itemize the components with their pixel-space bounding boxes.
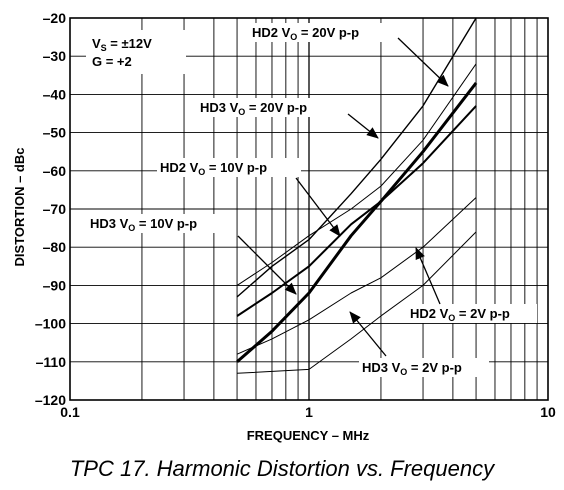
series-label-background [249,23,383,42]
series-label-background [197,98,341,117]
y-tick-label: –20 [43,10,67,26]
series-label-background [407,304,537,323]
series-line-4 [236,105,477,317]
y-tick-label: –100 [35,316,66,332]
y-tick-label: –40 [43,86,67,102]
plot-frame [69,17,549,401]
series-label-arrow [295,177,341,237]
series-label-1: HD2 VO = 20V p-p [252,25,359,42]
grid [70,18,548,400]
y-tick-label: –60 [43,163,67,179]
series-label-5: HD2 VO = 2V p-p [410,306,510,323]
series-annotations: HD2 VO = 20V p-p HD3 VO = 20V p-p HD2 VO =… [87,23,537,377]
gain-label: G = +2 [92,54,132,69]
x-tick-label: 1 [305,404,313,420]
x-tick-label: 0.1 [60,404,80,420]
series-line-1 [236,17,477,298]
series-label-arrow [415,247,441,305]
y-tick-label: –110 [36,354,67,370]
x-axis-title: FREQUENCY – MHz [247,428,370,443]
series-label-arrow [347,113,379,139]
series-label-3: HD2 VO = 10V p-p [160,160,267,177]
series-label-arrow [237,235,297,295]
y-axis-title: DISTORTION – dBc [12,148,27,267]
y-tick-label: –90 [43,277,67,293]
series-label-arrow [349,311,387,357]
series-label-background [87,214,231,233]
conditions-box: VS = ±12V G = +2 [86,30,186,74]
figure-caption: TPC 17. Harmonic Distortion vs. Frequenc… [69,456,495,481]
series-label-2: HD3 VO = 20V p-p [200,100,307,117]
series-line-2 [236,63,477,286]
x-tick-label: 10 [540,404,556,420]
series-line-3 [236,81,478,363]
series-lines [236,17,478,374]
y-tick-label: –30 [43,48,67,64]
series-line-6 [237,231,477,374]
y-tick-label: –80 [43,239,67,255]
series-label-background [157,158,301,177]
series-label-arrow [397,37,449,87]
y-tick-label: –70 [43,201,67,217]
series-label-4: HD3 VO = 10V p-p [90,216,197,233]
y-tick-label: –120 [35,392,66,408]
y-tick-label: –50 [43,125,67,141]
supply-voltage-label: VS = ±12V [92,36,152,53]
series-label-6: HD3 VO = 2V p-p [362,360,462,377]
series-label-background [359,358,489,377]
